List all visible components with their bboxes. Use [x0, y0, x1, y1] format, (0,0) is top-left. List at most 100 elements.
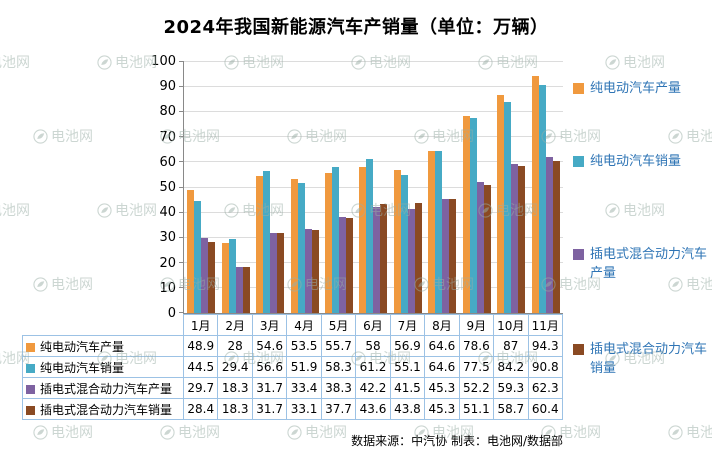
- bar: [511, 164, 519, 313]
- series-name: 纯电动汽车产量: [40, 339, 125, 354]
- bar-group: [253, 62, 287, 313]
- legend-swatch: [573, 83, 584, 94]
- month-label: 6月: [355, 314, 391, 336]
- bar-group: [425, 62, 459, 313]
- bar: [469, 118, 477, 313]
- data-table: 1月 2月 3月 4月 5月 6月 7月 8月 9月 10月 11月 纯电动汽车产量 48.9 28 54.…: [22, 314, 564, 420]
- legend-item: 纯电动汽车产量: [573, 80, 709, 99]
- legend-key-swatch: [26, 384, 35, 394]
- value-cell: 53.5: [286, 335, 322, 357]
- table-corner-cell: [22, 314, 184, 336]
- value-cell: 44.5: [182, 356, 219, 378]
- y-tick-label: 40: [159, 205, 176, 221]
- series-name-cell: 插电式混合动力汽车产量: [22, 377, 184, 399]
- y-tick-mark: [179, 211, 184, 213]
- legend-swatch: [573, 344, 584, 356]
- table-row: 插电式混合动力汽车产量 29.7 18.3 31.7 33.4 38.3 42.2 41.5 4…: [22, 377, 564, 399]
- legend-key-swatch: [26, 342, 35, 352]
- bar: [442, 199, 450, 313]
- bar: [194, 201, 202, 313]
- bar: [263, 170, 271, 313]
- legend-key-swatch: [26, 363, 35, 373]
- legend-key-swatch: [26, 405, 35, 415]
- value-cell: 94.3: [527, 335, 564, 357]
- bar: [256, 175, 264, 313]
- bar-group: [356, 62, 390, 313]
- value-cell: 56.9: [389, 335, 426, 357]
- value-cell: 45.3: [424, 398, 460, 420]
- bar: [393, 170, 401, 313]
- month-header-row: 1月 2月 3月 4月 5月 6月 7月 8月 9月 10月 11月: [22, 314, 564, 336]
- value-cell: 18.3: [217, 398, 253, 420]
- value-cell: 58.3: [320, 356, 357, 378]
- value-cell: 55.7: [320, 335, 357, 357]
- bar: [208, 241, 216, 313]
- bar: [235, 267, 243, 313]
- leaf-icon: [33, 276, 48, 292]
- gridline: [184, 161, 563, 163]
- table-row: 纯电动汽车销量 44.5 29.4 56.6 51.9 58.3 61.2 55.1 64.6 7…: [22, 356, 564, 378]
- y-axis: 0 10 20 30 40 50 60 70 80 90 100: [118, 54, 176, 321]
- month-label: 2月: [217, 314, 253, 336]
- value-cell: 38.3: [320, 377, 357, 399]
- bar: [201, 238, 209, 313]
- value-cell: 31.7: [251, 377, 288, 399]
- value-cell: 41.5: [389, 377, 426, 399]
- month-label: 9月: [458, 314, 495, 336]
- bar-group: [494, 62, 528, 313]
- watermark-text: 电池网: [559, 425, 601, 441]
- value-cell: 54.6: [251, 335, 288, 357]
- leaf-icon: [97, 202, 112, 218]
- y-tick-mark: [179, 111, 184, 113]
- series-name-cell: 插电式混合动力汽车销量: [22, 398, 184, 420]
- gridline: [184, 186, 563, 188]
- legend-label: 插电式混合动力汽车产量: [590, 246, 708, 281]
- bar: [380, 203, 388, 313]
- value-cell: 61.2: [355, 356, 391, 378]
- bar-group: [391, 62, 425, 313]
- bar: [538, 85, 546, 313]
- gridline: [184, 86, 563, 88]
- bar: [531, 76, 539, 313]
- series-name: 纯电动汽车销量: [40, 360, 125, 375]
- y-tick-mark: [179, 86, 184, 88]
- value-cell: 62.3: [527, 377, 564, 399]
- y-tick-label: 90: [159, 79, 176, 95]
- bar: [462, 115, 470, 313]
- chart-legend: 纯电动汽车产量 纯电动汽车销量 插电式混合动力汽车产量 插电式混合动力汽车销量: [573, 80, 709, 379]
- chart-title: 2024年我国新能源汽车产销量（单位：万辆）: [163, 17, 549, 38]
- bar-group: [184, 62, 218, 313]
- y-tick-mark: [179, 186, 184, 188]
- bar: [545, 156, 553, 313]
- series-name: 插电式混合动力汽车销量: [40, 402, 173, 417]
- y-tick-mark: [179, 236, 184, 238]
- month-label: 1月: [182, 314, 219, 336]
- watermark-text: 电池网: [0, 203, 30, 219]
- value-cell: 43.6: [355, 398, 391, 420]
- bar: [518, 165, 526, 313]
- watermark-text: 电池网: [51, 277, 93, 293]
- legend-label: 插电式混合动力汽车销量: [590, 342, 708, 377]
- bar: [476, 181, 484, 313]
- series-name-cell: 纯电动汽车销量: [22, 356, 184, 378]
- leaf-icon: [33, 128, 48, 144]
- bar: [359, 167, 367, 313]
- watermark: 电池网: [33, 274, 93, 294]
- y-tick-label: 50: [159, 180, 176, 195]
- bar: [400, 174, 408, 313]
- plot-area: [179, 61, 563, 314]
- watermark-text: 电池网: [623, 55, 665, 71]
- bar-group: [218, 62, 252, 313]
- y-tick-label: 20: [159, 255, 176, 271]
- value-cell: 56.6: [251, 356, 288, 378]
- bar: [366, 159, 374, 313]
- value-cell: 48.9: [182, 335, 219, 357]
- watermark-text: 电池网: [51, 129, 93, 145]
- y-tick-label: 100: [151, 54, 176, 69]
- table-row: 插电式混合动力汽车销量 28.4 18.3 31.7 33.1 37.7 43.6 43.8 4…: [22, 398, 564, 420]
- legend-swatch: [573, 155, 584, 167]
- value-cell: 42.2: [355, 377, 391, 399]
- y-tick-mark: [179, 161, 184, 163]
- bar: [449, 199, 457, 313]
- table-row: 纯电动汽车产量 48.9 28 54.6 53.5 55.7 58 56.9 64.6 78.6 8…: [22, 335, 564, 357]
